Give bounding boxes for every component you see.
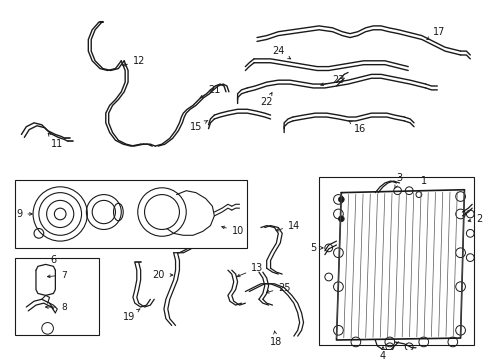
Text: 20: 20 [152, 270, 172, 280]
Text: 12: 12 [122, 56, 145, 66]
Text: 19: 19 [122, 309, 140, 322]
Text: 16: 16 [348, 121, 366, 134]
Text: 15: 15 [190, 120, 207, 132]
Text: 14: 14 [276, 221, 300, 231]
Text: 21: 21 [200, 85, 221, 98]
Text: 13: 13 [237, 263, 263, 277]
Text: 25: 25 [266, 283, 290, 293]
Text: 3: 3 [394, 173, 402, 188]
Text: 10: 10 [222, 226, 244, 237]
Text: 18: 18 [270, 331, 282, 347]
Text: 5: 5 [309, 243, 323, 253]
Circle shape [338, 197, 344, 202]
Bar [15, 180, 247, 248]
Text: 23: 23 [320, 75, 344, 86]
Text: 24: 24 [271, 46, 290, 59]
Text: 17: 17 [426, 27, 445, 40]
Bar [318, 177, 473, 345]
Text: 8: 8 [45, 302, 67, 311]
Circle shape [338, 216, 344, 222]
Text: 4: 4 [379, 347, 386, 360]
Text: 6: 6 [50, 256, 57, 265]
Text: 7: 7 [47, 271, 67, 280]
Text: 11: 11 [48, 133, 63, 149]
Text: 2: 2 [467, 214, 481, 224]
Text: 9: 9 [16, 209, 32, 219]
Text: 1: 1 [420, 176, 426, 186]
Text: 22: 22 [260, 93, 272, 107]
Bar [15, 258, 99, 335]
